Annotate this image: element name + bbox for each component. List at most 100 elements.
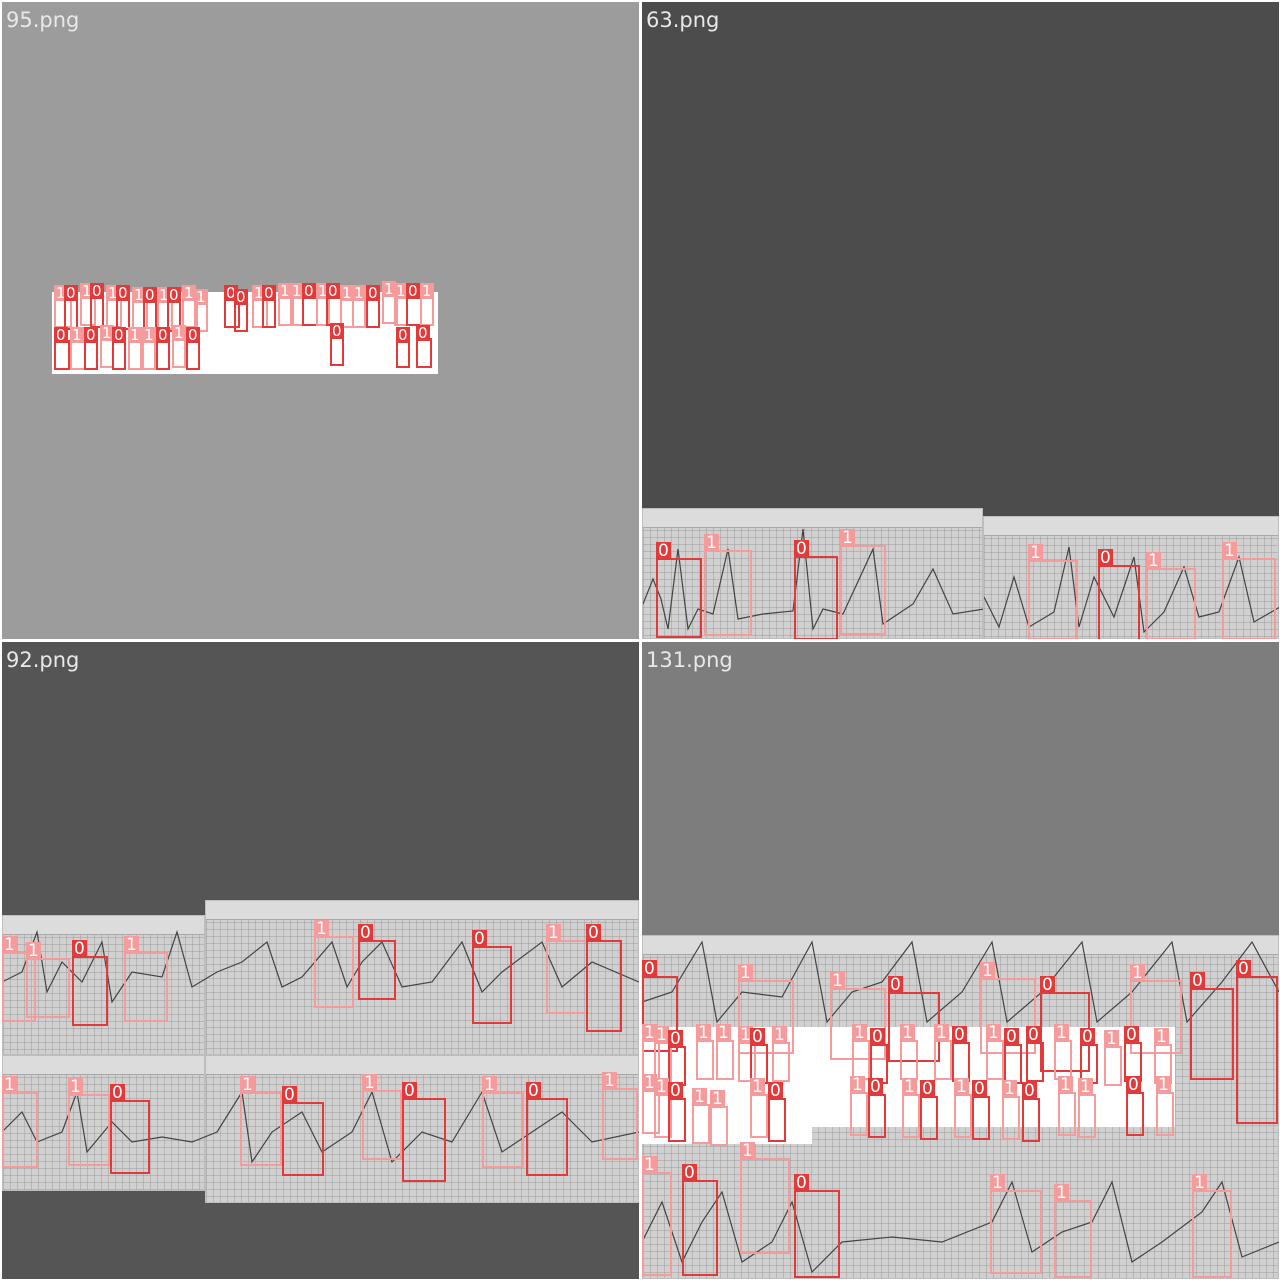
- detection-label: 0: [870, 1027, 885, 1047]
- detection-label: 1: [654, 1025, 669, 1045]
- detection-label: 1: [830, 971, 845, 991]
- detection-box-class-1: 1: [314, 920, 354, 1008]
- detection-label: 1: [1192, 1173, 1207, 1193]
- detection-label: 1: [642, 1155, 657, 1175]
- detection-box-class-0: 0: [1026, 1026, 1044, 1082]
- detection-box-class-0: 0: [1126, 1076, 1144, 1136]
- detection-box-class-0: 0: [972, 1080, 990, 1140]
- detection-label: 1: [740, 1141, 755, 1161]
- detection-label: 1: [852, 1023, 867, 1043]
- detection-label: 0: [472, 929, 487, 949]
- detection-box-class-0: 0: [1022, 1082, 1040, 1142]
- detection-box-class-1: 1: [1146, 552, 1196, 639]
- detection-box-class-0: 0: [768, 1082, 786, 1142]
- detection-box-class-0: 0: [54, 327, 70, 370]
- detection-box-class-1: 1: [1192, 1174, 1232, 1278]
- detection-box-class-1: 1: [68, 1078, 110, 1166]
- detection-box-class-1: 1: [124, 936, 168, 1022]
- detection-box-class-1: 1: [142, 327, 156, 370]
- detection-label: 1: [900, 1023, 915, 1043]
- detection-label: 0: [1026, 1025, 1041, 1045]
- detection-box-class-1: 1: [2, 936, 36, 1022]
- detection-label: 1: [240, 1075, 255, 1095]
- detection-box-class-1: 1: [642, 1156, 672, 1276]
- detection-label: 0: [972, 1079, 987, 1099]
- detection-label: 0: [416, 324, 430, 342]
- detection-label: 1: [738, 1025, 753, 1045]
- detection-box-class-1: 1: [710, 1090, 728, 1146]
- detection-box-class-0: 0: [1098, 549, 1140, 639]
- detection-box-class-0: 0: [682, 1164, 718, 1276]
- detection-label: 1: [1078, 1077, 1093, 1097]
- detection-label: 0: [234, 288, 248, 306]
- detection-box-class-0: 0: [920, 1080, 938, 1140]
- detection-label: 1: [1104, 1029, 1119, 1049]
- detection-box-class-0: 0: [642, 960, 678, 1052]
- detection-label: 1: [704, 533, 719, 553]
- detection-box-class-0: 0: [72, 940, 108, 1026]
- detection-box-class-0: 0: [794, 1174, 840, 1278]
- detection-box-class-0: 0: [656, 542, 702, 638]
- detection-box-class-1: 1: [990, 1174, 1042, 1274]
- detection-label: 1: [382, 280, 396, 298]
- detection-label: 1: [68, 1077, 83, 1097]
- detection-label: 0: [1022, 1081, 1037, 1101]
- detection-label: 1: [1028, 543, 1043, 563]
- detection-label: 1: [340, 284, 354, 302]
- detection-label: 0: [1004, 1027, 1019, 1047]
- ecg-strip: [642, 508, 984, 639]
- detection-box-class-1: 1: [1054, 1184, 1092, 1278]
- detection-label: 1: [1154, 1027, 1169, 1047]
- detection-label: 0: [72, 939, 87, 959]
- detection-box-class-0: 0: [64, 285, 78, 330]
- detection-label: 1: [1054, 1183, 1069, 1203]
- detection-label: 0: [143, 286, 157, 304]
- detection-box-class-1: 1: [172, 325, 186, 368]
- detection-box-class-1: 1: [934, 1024, 952, 1080]
- detection-label: 0: [402, 1081, 417, 1101]
- detection-box-class-1: 1: [278, 283, 294, 326]
- detection-box-class-0: 0: [156, 327, 170, 370]
- detection-box-class-1: 1: [1028, 544, 1078, 639]
- detection-box-class-1: 1: [1130, 964, 1182, 1054]
- detection-box-class-0: 0: [330, 323, 344, 366]
- detection-label: 0: [656, 541, 671, 561]
- detection-box-class-1: 1: [128, 327, 142, 370]
- detection-label: 1: [642, 1073, 657, 1093]
- detection-box-class-1: 1: [716, 1024, 734, 1080]
- detection-label: 1: [642, 1023, 657, 1043]
- detection-label: 1: [172, 324, 186, 342]
- detection-label: 1: [142, 326, 156, 344]
- detection-label: 0: [302, 282, 316, 300]
- detection-label: 0: [868, 1077, 883, 1097]
- detection-box-class-0: 0: [586, 924, 622, 1032]
- detection-box-class-1: 1: [642, 1074, 660, 1134]
- detection-label: 1: [654, 1077, 669, 1097]
- detection-label: 1: [2, 935, 17, 955]
- detection-box-class-0: 0: [1236, 960, 1278, 1124]
- detection-box-class-1: 1: [902, 1078, 920, 1138]
- detection-box-class-0: 0: [472, 930, 512, 1024]
- detection-label: 1: [710, 1089, 725, 1109]
- detection-label: 1: [70, 326, 84, 344]
- detection-label: 0: [642, 959, 657, 979]
- detection-label: 1: [716, 1023, 731, 1043]
- detection-label: 0: [110, 1083, 125, 1103]
- detection-box-class-0: 0: [366, 285, 380, 328]
- detection-box-class-0: 0: [1004, 1028, 1022, 1084]
- detection-label: 0: [262, 284, 276, 302]
- detection-label: 0: [112, 326, 126, 344]
- detection-label: 1: [290, 282, 304, 300]
- detection-label: 0: [54, 326, 68, 344]
- detection-label: 1: [394, 282, 408, 300]
- detection-label: 1: [362, 1073, 377, 1093]
- detection-box-class-1: 1: [482, 1076, 524, 1168]
- detection-label: 1: [1130, 963, 1145, 983]
- detection-box-class-1: 1: [1058, 1076, 1076, 1136]
- detection-box-class-1: 1: [1104, 1030, 1122, 1086]
- detection-box-class-1: 1: [362, 1074, 402, 1160]
- detection-box-class-0: 0: [402, 1082, 446, 1182]
- detection-label: 1: [194, 288, 208, 306]
- detection-label: 1: [100, 324, 114, 342]
